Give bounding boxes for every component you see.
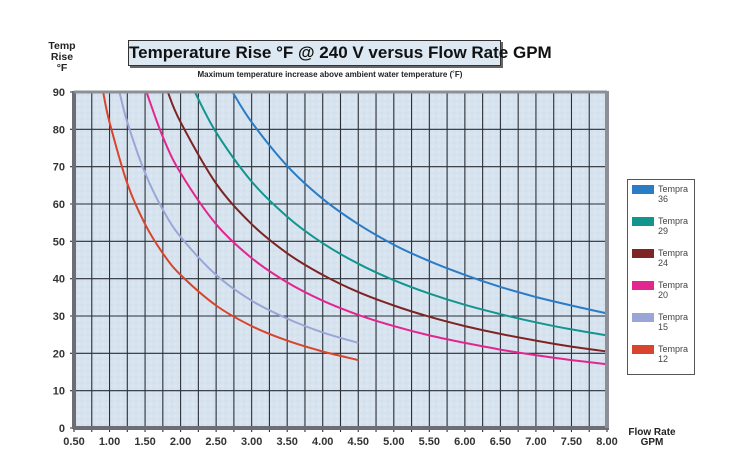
legend-swatch bbox=[632, 313, 654, 322]
legend-label: Tempra 20 bbox=[658, 280, 688, 300]
x-tick-label: 3.50 bbox=[276, 436, 297, 448]
legend-item: Tempra 15 bbox=[632, 312, 694, 340]
series-line-tempra-20 bbox=[145, 91, 608, 366]
y-axis-title-line: °F bbox=[56, 62, 68, 74]
legend: Tempra 36 Tempra 29 Tempra 24 Tempra 20 Tempra 15… bbox=[627, 179, 695, 375]
x-axis-title-line: Flow Rate bbox=[628, 427, 676, 438]
y-tick-label: 70 bbox=[53, 162, 65, 174]
x-tick-label: 7.50 bbox=[561, 436, 582, 448]
legend-item: Tempra 24 bbox=[632, 248, 694, 276]
chart-subtitle: Maximum temperature increase above ambie… bbox=[197, 70, 463, 79]
legend-label: Tempra 24 bbox=[658, 248, 688, 268]
series-line-tempra-29 bbox=[193, 91, 608, 337]
y-tick-label: 30 bbox=[53, 311, 65, 323]
y-tick-label: 90 bbox=[53, 87, 65, 99]
legend-label: Tempra 36 bbox=[658, 184, 688, 204]
legend-label-line: Tempra bbox=[658, 312, 689, 322]
series-line-tempra-24 bbox=[166, 91, 608, 353]
y-tick-label: 80 bbox=[53, 124, 65, 136]
x-tick-label: 3.00 bbox=[241, 436, 262, 448]
series-line-tempra-36 bbox=[231, 91, 608, 315]
legend-swatch bbox=[632, 217, 654, 226]
legend-item: Tempra 20 bbox=[632, 280, 694, 308]
x-tick-label: 6.00 bbox=[454, 436, 475, 448]
legend-item: Tempra 29 bbox=[632, 216, 694, 244]
series-line-tempra-12 bbox=[102, 91, 359, 362]
legend-swatch bbox=[632, 249, 654, 258]
x-tick-label: 0.50 bbox=[63, 436, 84, 448]
y-axis-title-line: Temp bbox=[48, 40, 76, 52]
x-tick-label: 4.00 bbox=[312, 436, 333, 448]
x-tick-label: 5.50 bbox=[419, 436, 440, 448]
legend-label-line: 12 bbox=[658, 354, 669, 364]
y-axis-title-line: Rise bbox=[50, 51, 74, 63]
legend-label-line: 20 bbox=[658, 290, 669, 300]
x-tick-label: 1.00 bbox=[99, 436, 120, 448]
x-tick-label: 2.50 bbox=[205, 436, 226, 448]
legend-swatch bbox=[632, 185, 654, 194]
series-line-tempra-15 bbox=[118, 91, 359, 344]
legend-label-line: Tempra bbox=[658, 280, 689, 290]
legend-label: Tempra 29 bbox=[658, 216, 688, 236]
x-axis-title: Flow Rate GPM bbox=[624, 428, 680, 448]
legend-label-line: Tempra bbox=[658, 216, 689, 226]
y-tick-label: 60 bbox=[53, 199, 65, 211]
legend-swatch bbox=[632, 281, 654, 290]
legend-label-line: 29 bbox=[658, 226, 669, 236]
x-tick-label: 8.00 bbox=[596, 436, 617, 448]
legend-label-line: Tempra bbox=[658, 248, 689, 258]
x-tick-label: 2.00 bbox=[170, 436, 191, 448]
x-tick-label: 4.50 bbox=[348, 436, 369, 448]
legend-label: Tempra 12 bbox=[658, 344, 688, 364]
legend-label-line: 15 bbox=[658, 322, 669, 332]
legend-label: Tempra 15 bbox=[658, 312, 688, 332]
y-tick-label: 10 bbox=[53, 386, 65, 398]
legend-label-line: 36 bbox=[658, 194, 669, 204]
y-tick-label: 0 bbox=[59, 423, 65, 435]
chart-title-box: Temperature Rise °F @ 240 V versus Flow … bbox=[128, 40, 552, 66]
y-tick-label: 20 bbox=[53, 348, 65, 360]
legend-label-line: 24 bbox=[658, 258, 669, 268]
legend-swatch bbox=[632, 345, 654, 354]
legend-label-line: Tempra bbox=[658, 344, 689, 354]
x-tick-label: 1.50 bbox=[134, 436, 155, 448]
x-tick-label: 5.00 bbox=[383, 436, 404, 448]
x-axis-title-line: GPM bbox=[640, 437, 664, 448]
x-tick-label: 6.50 bbox=[490, 436, 511, 448]
x-tick-label: 7.00 bbox=[525, 436, 546, 448]
legend-item: Tempra 36 bbox=[632, 184, 694, 212]
chart-title: Temperature Rise °F @ 240 V versus Flow … bbox=[129, 43, 552, 62]
y-axis-title: Temp Rise °F bbox=[42, 41, 82, 74]
y-tick-label: 50 bbox=[53, 236, 65, 248]
legend-item: Tempra 12 bbox=[632, 344, 694, 372]
y-tick-label: 40 bbox=[53, 274, 65, 286]
legend-label-line: Tempra bbox=[658, 184, 689, 194]
